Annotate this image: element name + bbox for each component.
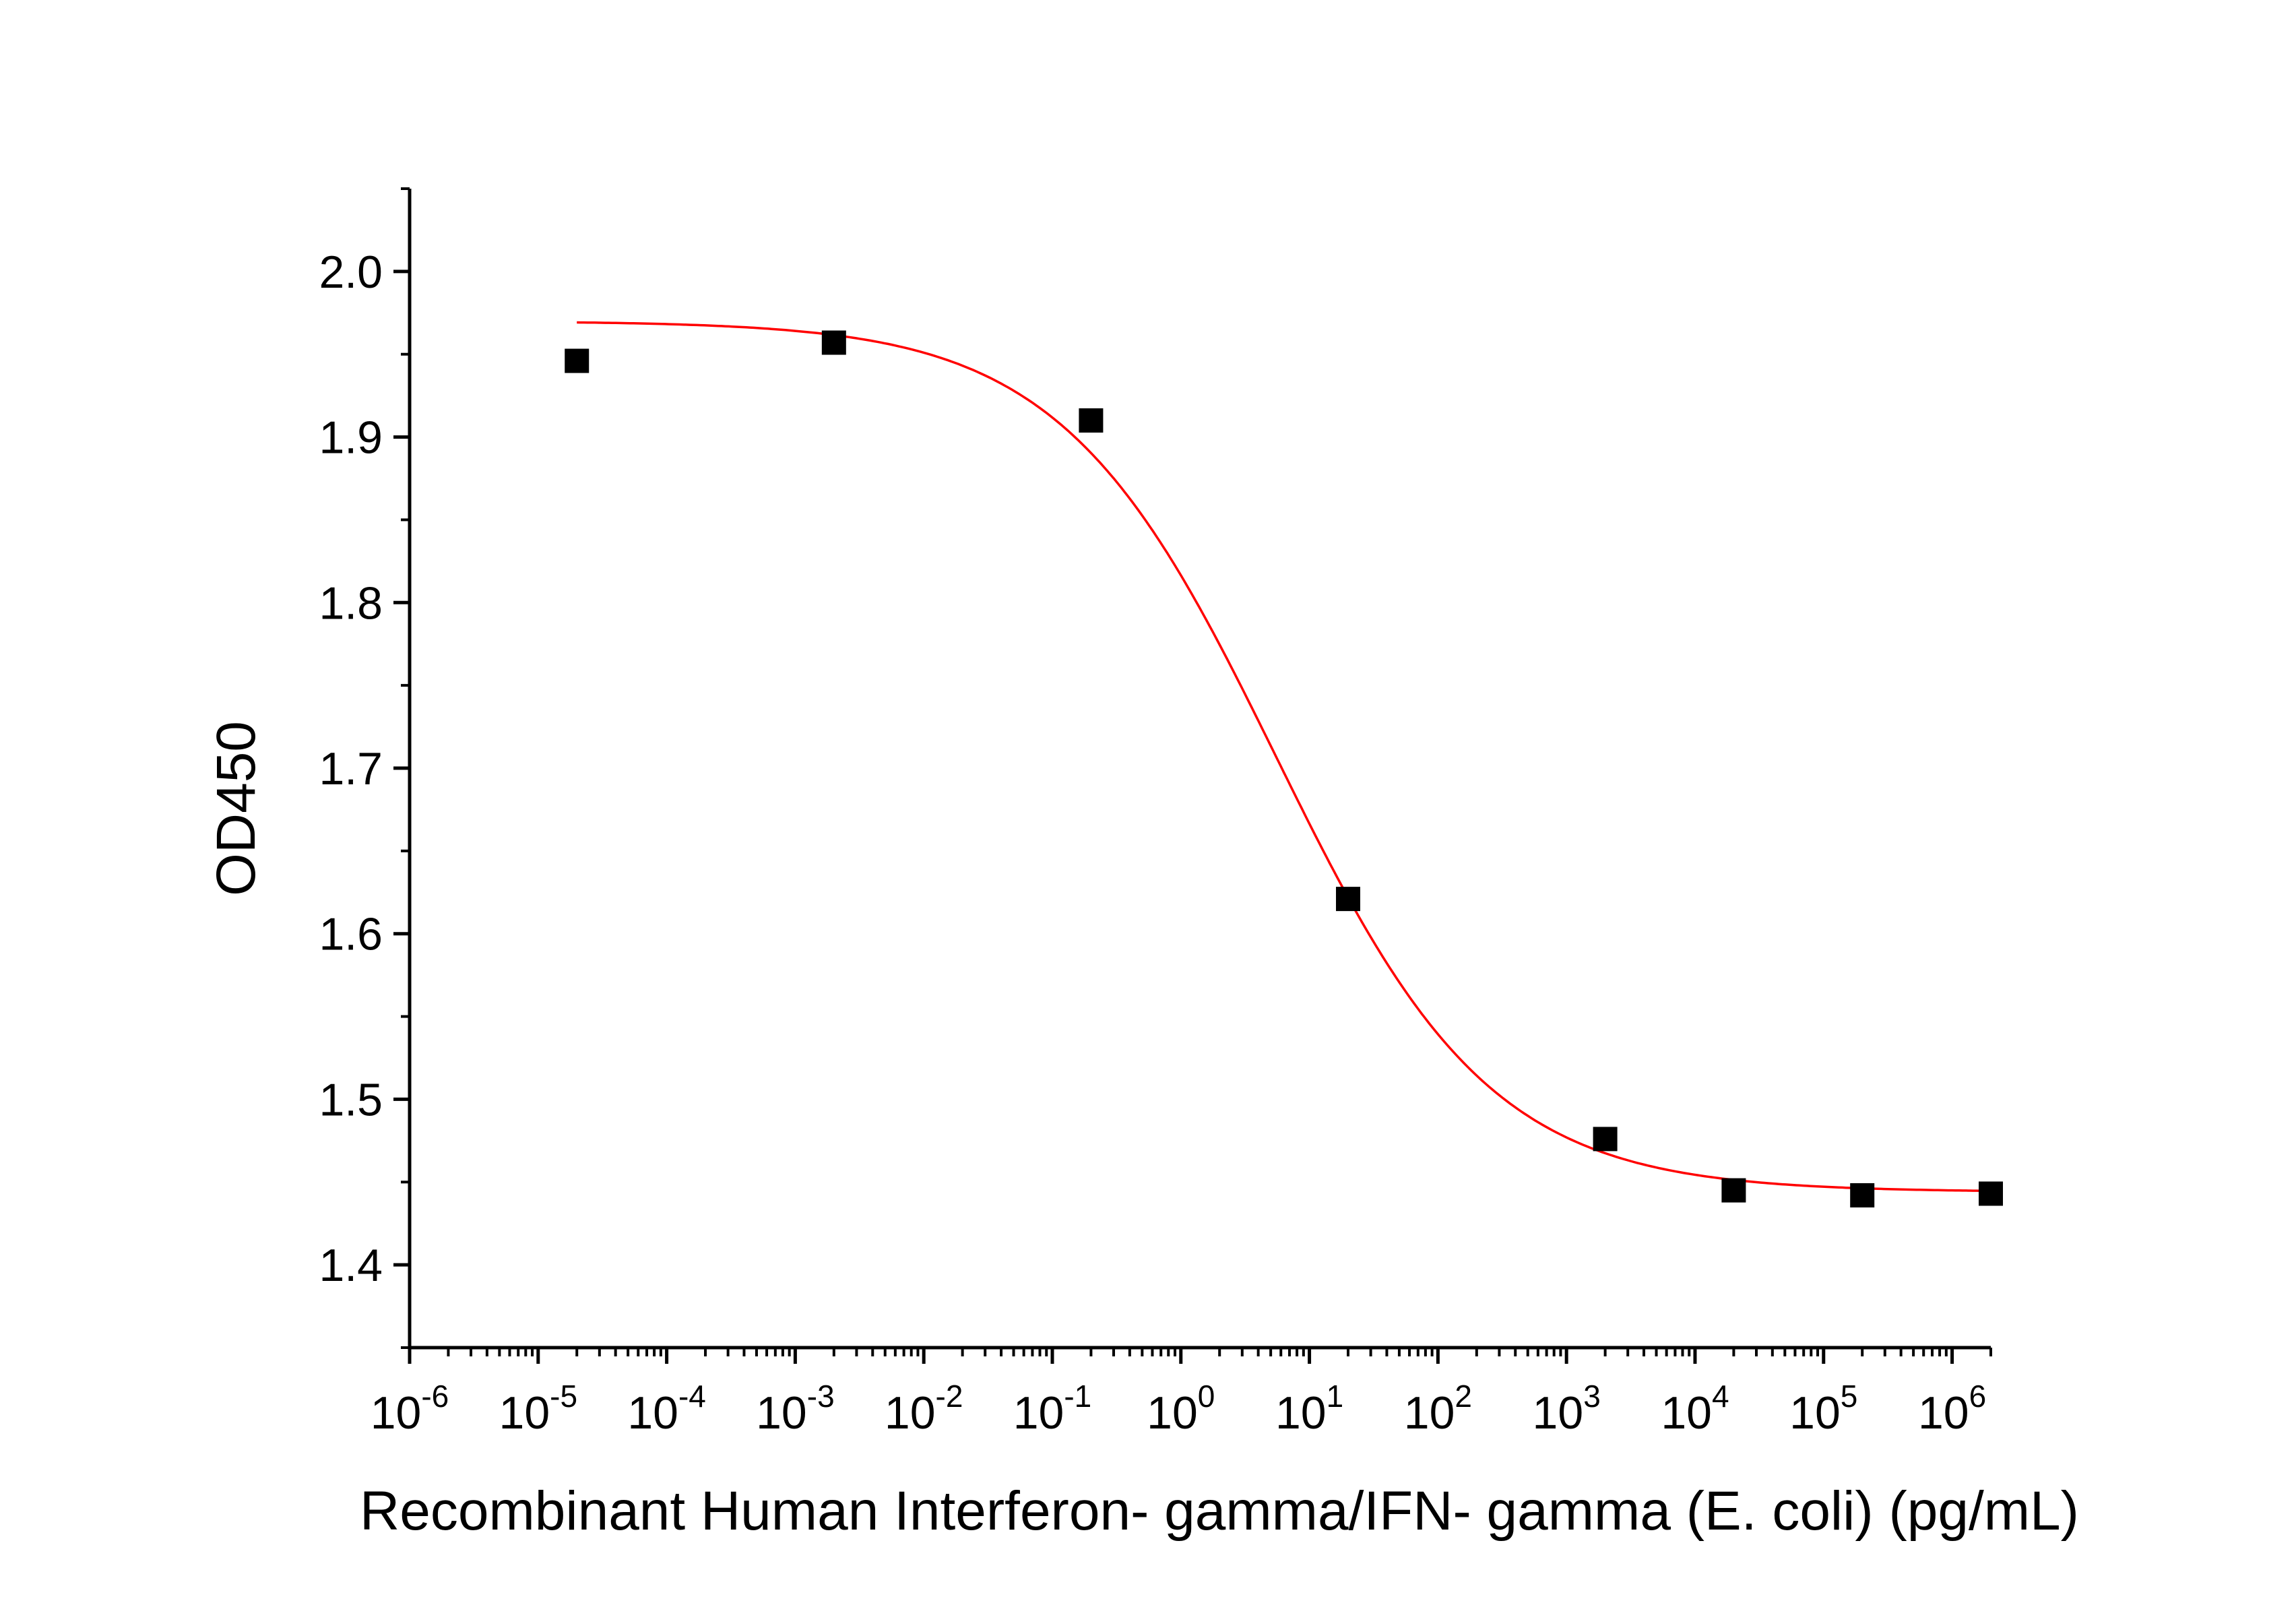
data-point <box>1721 1178 1746 1203</box>
x-tick-label: 10-3 <box>756 1379 835 1439</box>
x-tick-label: 101 <box>1275 1379 1343 1439</box>
x-axis-ticks: 10-6 10-5 10-4 10-3 10-2 10-1 100 101 102 103 104 1… <box>371 1348 1992 1439</box>
x-tick-label: 106 <box>1918 1379 1986 1439</box>
x-tick-label: 10-1 <box>1013 1379 1092 1439</box>
data-point <box>1593 1127 1618 1152</box>
y-tick-label: 1.8 <box>319 577 383 629</box>
x-tick-label: 10-6 <box>371 1379 449 1439</box>
x-tick-label: 10-2 <box>885 1379 963 1439</box>
y-tick-label: 1.4 <box>319 1240 383 1291</box>
x-tick-label: 103 <box>1533 1379 1601 1439</box>
data-point <box>1336 887 1361 912</box>
data-point <box>565 348 589 373</box>
y-tick-label: 1.7 <box>319 743 383 794</box>
data-point <box>1850 1183 1875 1207</box>
x-tick-label: 104 <box>1661 1379 1729 1439</box>
plot-area <box>565 321 2003 1207</box>
fit-curve <box>577 321 1991 1193</box>
data-point <box>1079 408 1104 433</box>
y-axis-ticks: 1.4 1.5 1.6 1.7 1.8 1.9 2.0 <box>319 187 410 1349</box>
x-tick-label: 10-5 <box>499 1379 578 1439</box>
y-tick-label: 1.6 <box>319 909 383 960</box>
data-point <box>1979 1181 2003 1206</box>
y-axis-title: OD450 <box>205 721 267 896</box>
x-tick-label: 10-4 <box>627 1379 706 1439</box>
x-tick-label: 100 <box>1147 1379 1215 1439</box>
data-point <box>821 330 846 355</box>
axes <box>408 189 1991 1350</box>
x-tick-label: 105 <box>1789 1379 1857 1439</box>
x-axis-title: Recombinant Human Interferon- gamma/IFN-… <box>360 1480 2079 1542</box>
x-tick-label: 102 <box>1404 1379 1472 1439</box>
y-tick-label: 1.9 <box>319 412 383 464</box>
y-tick-label: 1.5 <box>319 1074 383 1125</box>
y-tick-label: 2.0 <box>319 247 383 298</box>
